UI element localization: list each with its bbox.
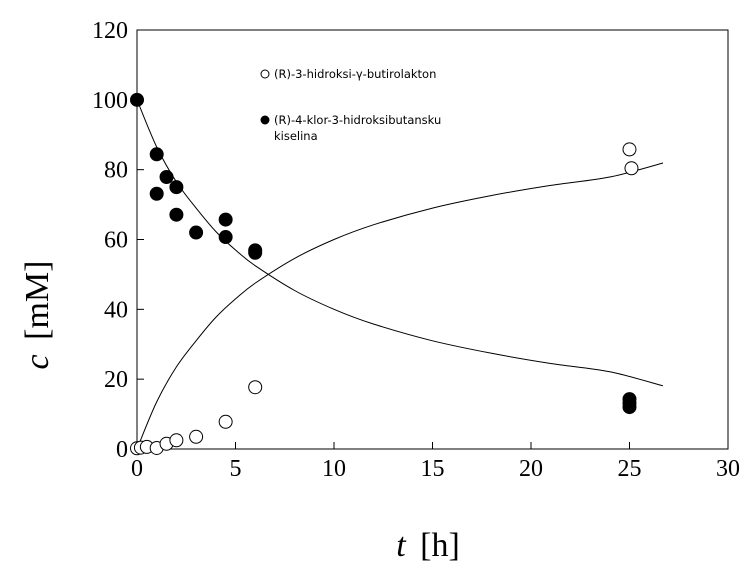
- y-axis-symbol: c: [19, 354, 56, 369]
- data-point-acid: [149, 147, 164, 162]
- data-point-acid: [169, 180, 184, 195]
- x-tick-label: 20: [519, 456, 543, 482]
- x-axis-ticks: 0 5 10 15 20 25 30: [131, 442, 740, 482]
- y-tick-label: 0: [116, 437, 128, 463]
- legend-label-acid-line2: kiselina: [274, 129, 318, 143]
- legend-label-acid-line1: (R)-4-klor-3-hidroksibutansku: [274, 113, 441, 127]
- x-axis-unit: [h]: [420, 527, 460, 564]
- y-axis-title: c [mM]: [19, 261, 56, 370]
- data-point-lactone: [624, 161, 639, 176]
- y-tick-label: 120: [92, 18, 128, 44]
- x-axis-title: t [h]: [396, 527, 460, 564]
- data-point-lactone: [622, 142, 637, 157]
- data-point-acid: [189, 225, 204, 240]
- x-tick-label: 5: [230, 456, 242, 482]
- x-tick-label: 0: [131, 456, 143, 482]
- y-tick-label: 80: [104, 158, 128, 184]
- data-point-acid: [149, 186, 164, 201]
- data-point-lactone: [248, 380, 263, 395]
- y-tick-label: 100: [92, 88, 128, 114]
- data-points: [130, 92, 639, 456]
- data-point-acid: [169, 207, 184, 222]
- x-tick-label: 30: [716, 456, 740, 482]
- y-axis-ticks: 0 20 40 60 80 100 120: [92, 18, 144, 463]
- legend-marker-filled: [260, 115, 270, 125]
- x-tick-label: 25: [618, 456, 642, 482]
- data-point-acid: [130, 92, 144, 107]
- y-tick-label: 60: [104, 228, 128, 254]
- y-tick-label: 40: [104, 297, 128, 323]
- y-axis-unit: [mM]: [19, 261, 56, 340]
- y-tick-label: 20: [104, 367, 128, 393]
- fit-curve-growth: [136, 162, 664, 450]
- data-point-acid: [218, 212, 233, 227]
- data-point-acid: [622, 400, 637, 415]
- data-point-lactone: [189, 429, 204, 444]
- legend-marker-open: [260, 69, 270, 79]
- x-tick-label: 15: [421, 456, 445, 482]
- data-point-acid: [248, 245, 263, 260]
- x-axis-symbol: t: [396, 527, 407, 564]
- data-point-lactone: [218, 414, 233, 429]
- data-point-lactone: [169, 433, 184, 448]
- fit-curve-decay: [136, 99, 664, 387]
- fit-curves: [136, 99, 664, 450]
- legend: (R)-3-hidroksi-γ-butirolakton (R)-4-klor…: [260, 67, 441, 143]
- legend-label-lactone: (R)-3-hidroksi-γ-butirolakton: [274, 67, 436, 81]
- data-point-acid: [218, 230, 233, 245]
- data-point-acid: [159, 169, 174, 184]
- x-tick-label: 10: [322, 456, 346, 482]
